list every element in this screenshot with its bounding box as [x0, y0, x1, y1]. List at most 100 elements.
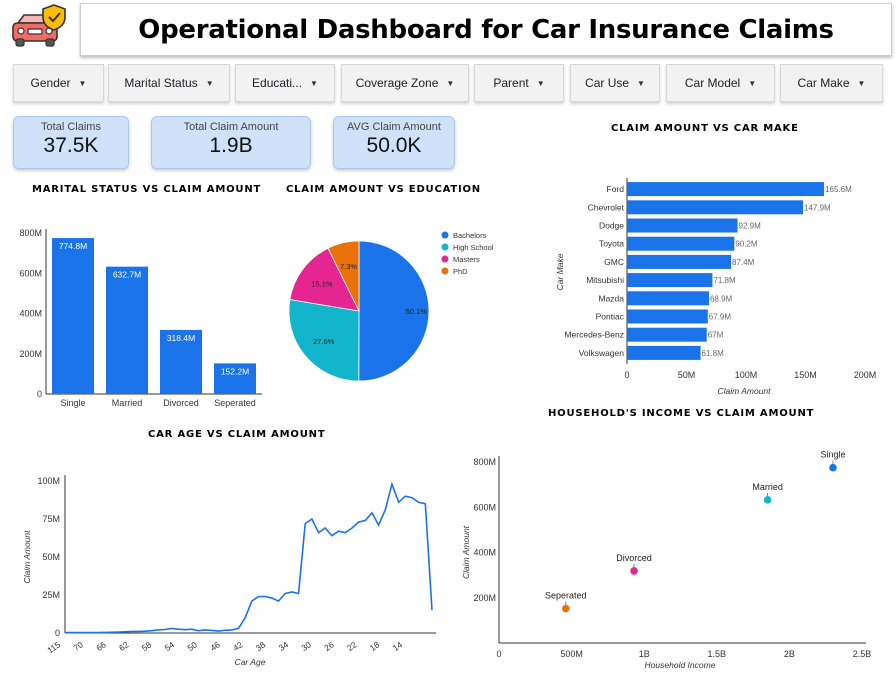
legend-dot	[441, 243, 449, 251]
y-tick-label: 75M	[42, 514, 60, 524]
scatter-point	[630, 567, 638, 575]
x-tick-label: 50M	[678, 370, 696, 380]
y-tick-label: Mercedes-Benz	[564, 330, 624, 340]
filter-car-make[interactable]: Car Make ▼	[780, 64, 883, 102]
x-axis-title: Car Age	[235, 657, 266, 667]
slice-label: 27.6%	[313, 337, 335, 346]
x-tick-label: 0	[496, 649, 501, 659]
income-chart-title: HOUSEHOLD'S INCOME VS CLAIM AMOUNT	[548, 408, 815, 419]
x-tick-label: 1.5B	[708, 649, 727, 659]
x-axis-title: Claim Amount	[717, 386, 771, 396]
slice-label: 7.3%	[340, 262, 357, 271]
data-label: 61.8M	[702, 349, 725, 358]
carmake-chart-title: CLAIM AMOUNT VS CAR MAKE	[611, 123, 799, 134]
car-shield-icon	[10, 3, 68, 53]
bar	[627, 273, 713, 288]
y-tick-label: Volkswagen	[579, 348, 625, 358]
x-tick-label: Single	[60, 398, 85, 408]
bar	[627, 182, 825, 197]
legend-dot	[441, 267, 449, 275]
data-label: 67M	[708, 331, 724, 340]
kpi-label: Total Claims	[41, 121, 101, 133]
caret-down-icon: ▼	[857, 78, 866, 88]
y-tick-label: 0	[37, 389, 42, 399]
bar	[106, 266, 148, 394]
series-line	[65, 481, 433, 634]
slice-label: 50.1%	[406, 307, 428, 316]
data-label: 87.4M	[732, 258, 755, 267]
x-tick-label: 46	[208, 639, 222, 653]
y-tick-label: 400M	[473, 548, 496, 558]
filter-parent[interactable]: Parent ▼	[474, 64, 564, 102]
filter-label: Car Make	[797, 76, 850, 90]
bar	[627, 254, 732, 269]
x-tick-label: 115	[45, 639, 62, 655]
y-tick-label: 600M	[19, 268, 42, 278]
filter-gender[interactable]: Gender ▼	[13, 64, 104, 102]
pie-slice	[358, 240, 430, 382]
x-tick-label: Married	[112, 398, 143, 408]
point-label: Single	[820, 450, 845, 460]
x-tick-label: 70	[71, 639, 85, 653]
x-tick-label: 42	[231, 639, 245, 653]
filter-coverage-zone[interactable]: Coverage Zone ▼	[341, 64, 469, 102]
bar	[627, 309, 708, 324]
filter-label: Educati...	[252, 76, 303, 90]
data-label: 90.2M	[735, 240, 758, 249]
y-tick-label: Toyota	[599, 239, 624, 249]
bar	[627, 218, 738, 233]
data-label: 165.6M	[825, 185, 852, 194]
scatter-point	[561, 604, 570, 613]
bar	[627, 236, 735, 251]
filter-education[interactable]: Educati... ▼	[235, 64, 335, 102]
kpi-total-claim-amount: Total Claim Amount 1.9B	[151, 116, 311, 169]
legend-dot	[441, 255, 449, 263]
y-tick-label: 25M	[42, 590, 60, 600]
x-tick-label: 34	[277, 639, 291, 653]
filter-label: Marital Status	[124, 76, 198, 90]
scatter-point	[829, 463, 837, 472]
bar	[214, 363, 256, 394]
data-label: 147.9M	[804, 203, 831, 212]
x-tick-label: 500M	[560, 649, 583, 659]
data-label: 318.4M	[167, 333, 195, 343]
data-label: 68.9M	[710, 294, 733, 303]
filter-car-model[interactable]: Car Model ▼	[666, 64, 775, 102]
x-tick-label: 66	[94, 639, 108, 653]
x-tick-label: 22	[345, 639, 359, 653]
pie-slice	[289, 247, 360, 312]
x-tick-label: 26	[322, 639, 336, 653]
education-chart-title: CLAIM AMOUNT VS EDUCATION	[286, 184, 481, 195]
data-label: 152.2M	[221, 366, 249, 376]
filter-marital-status[interactable]: Marital Status ▼	[108, 64, 230, 102]
data-label: 71.8M	[713, 276, 736, 285]
marital-status-bar-chart: 0 200M 400M 600M 800M 774.8M Single 632.7M Marri…	[19, 228, 262, 408]
y-tick-label: 0	[55, 628, 60, 638]
y-tick-label: Dodge	[599, 221, 624, 231]
x-tick-label: 14	[391, 639, 405, 653]
bar	[627, 200, 804, 215]
x-tick-label: 62	[117, 639, 131, 653]
x-tick-label: 2B	[784, 649, 795, 659]
kpi-value: 50.0K	[366, 134, 422, 157]
page-title: Operational Dashboard for Car Insurance …	[138, 14, 834, 45]
legend-label: Masters	[453, 255, 480, 264]
x-axis-title: Household Income	[645, 660, 716, 670]
car-make-bar-chart: 165.6M Ford 147.9M Chevrolet 92.9M Dodge 90.2M…	[555, 178, 876, 396]
y-tick-label: 400M	[19, 309, 42, 319]
caret-down-icon: ▼	[205, 78, 214, 88]
filter-car-use[interactable]: Car Use ▼	[570, 64, 660, 102]
car-age-line-chart: 0 25M 50M 75M 100M 115 70 66 62 58 54 50 46 42 38 34 30 2…	[22, 475, 436, 667]
x-tick-label: 54	[163, 639, 177, 653]
education-pie-chart: 50.1% 27.6% 15.1% 7.3% Bachelors High School M…	[288, 231, 494, 382]
x-tick-label: 0	[624, 370, 629, 380]
caret-down-icon: ▼	[536, 78, 545, 88]
y-tick-label: Chevrolet	[588, 202, 625, 212]
filter-label: Parent	[493, 76, 529, 90]
x-tick-label: 30	[299, 639, 313, 653]
y-tick-label: 800M	[473, 457, 496, 467]
bar	[627, 345, 701, 360]
caret-down-icon: ▼	[78, 78, 87, 88]
y-tick-label: 50M	[42, 552, 60, 562]
filter-label: Car Model	[684, 76, 741, 90]
